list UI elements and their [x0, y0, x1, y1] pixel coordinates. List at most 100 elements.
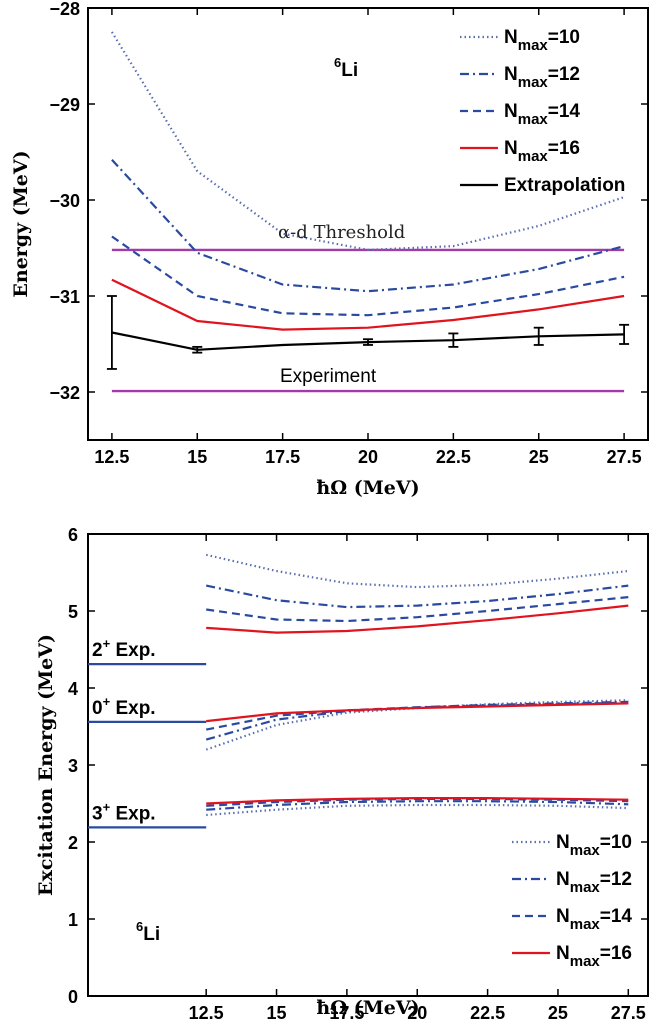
top-x-tick-label-1: 15: [187, 447, 207, 467]
legend-label-tail-bottom-3: =16: [600, 943, 632, 964]
bottom-y-tick-label-2: 2: [68, 833, 78, 853]
bottom-y-tick-label-3: 3: [68, 756, 78, 776]
legend-label-tail-bottom-1: =12: [600, 869, 632, 890]
experiment-label: Experiment: [280, 366, 377, 387]
legend-label-tail-top-1: =12: [548, 64, 580, 85]
bottom-series-0-state3: [206, 803, 629, 817]
top-nucleus-sup: 6: [334, 55, 341, 70]
bottom-x-tick-label-6: 27.5: [611, 1003, 646, 1020]
exp-level-state-1: 0: [92, 698, 103, 719]
top-y-tick-label-2: −30: [49, 191, 80, 211]
top-series-3: [111, 278, 625, 331]
legend-label-sub-top-1: max: [518, 74, 549, 91]
bottom-series-1-state3: [206, 800, 629, 811]
legend-label-main-bottom-2: N: [556, 906, 570, 927]
legend-label-sub-bottom-2: max: [570, 916, 601, 933]
legend-label-main-bottom-0: N: [556, 832, 570, 853]
legend-label-top-1: Nmax=12: [504, 64, 580, 91]
exp-level-text-0: Exp.: [110, 640, 155, 661]
top-x-tick-label-2: 17.5: [265, 447, 300, 467]
bottom-y-tick-label-0: 0: [68, 987, 78, 1007]
exp-level-state-2: 3: [92, 803, 103, 824]
legend-label-main-top-4: Extrapolation: [504, 175, 625, 196]
legend-label-sub-bottom-3: max: [570, 953, 601, 970]
exp-level-parity-0: +: [103, 636, 111, 651]
legend-label-sub-top-2: max: [518, 111, 549, 128]
top-panel: 12.5 15 17.5 20 22.5 25 27.5 −28 −29 −30 −31 −32 ħΩ…: [10, 0, 649, 499]
bottom-x-tick-label-5: 25: [548, 1003, 568, 1020]
bottom-series-2-state0: [205, 701, 629, 731]
bottom-nucleus-sup: 6: [136, 919, 143, 934]
legend-label-sub-bottom-0: max: [570, 842, 601, 859]
legend-label-main-top-1: N: [504, 64, 518, 85]
bottom-y-tick-label-4: 4: [68, 679, 78, 699]
exp-level-text-2: Exp.: [110, 803, 155, 824]
exp-level-label-1: 0+ Exp.: [92, 694, 156, 719]
top-x-axis-label: ħΩ (MeV): [316, 477, 419, 499]
top-x-tick-label-4: 22.5: [436, 447, 471, 467]
top-nucleus-main: Li: [341, 60, 358, 81]
bottom-series-2-state2: [206, 596, 629, 623]
legend-label-top-3: Nmax=16: [504, 138, 580, 165]
legend-label-main-top-3: N: [504, 138, 518, 159]
bottom-x-tick-label-4: 22.5: [470, 1003, 505, 1020]
legend-label-bottom-0: Nmax=10: [556, 832, 632, 859]
top-y-axis-label: Energy (MeV): [10, 150, 32, 297]
bottom-series-1-state2: [205, 584, 629, 609]
legend-label-tail-top-3: =16: [548, 138, 580, 159]
legend-label-sub-top-0: max: [518, 37, 549, 54]
exp-level-parity-1: +: [103, 694, 111, 709]
top-x-tick-label-6: 27.5: [607, 447, 642, 467]
legend-label-bottom-2: Nmax=14: [556, 906, 632, 933]
legend-label-sub-top-3: max: [518, 148, 549, 165]
bottom-x-tick-label-3: 20: [407, 1003, 427, 1020]
bottom-x-axis-label: ħΩ (MeV): [316, 997, 419, 1019]
top-nucleus-label: 6Li: [334, 55, 358, 81]
legend-label-main-top-2: N: [504, 101, 518, 122]
bottom-y-axis-label: Excitation Energy (MeV): [35, 634, 57, 896]
legend-label-bottom-3: Nmax=16: [556, 943, 632, 970]
bottom-series-3-state2: [206, 604, 629, 634]
legend-label-main-bottom-3: N: [556, 943, 570, 964]
top-y-tick-label-4: −32: [49, 383, 80, 403]
legend-label-main-top-0: N: [504, 27, 518, 48]
legend-label-bottom-1: Nmax=12: [556, 869, 632, 896]
bottom-series-0-state2: [205, 553, 629, 589]
top-x-tick-label-0: 12.5: [94, 447, 129, 467]
legend-label-tail-bottom-2: =14: [600, 906, 633, 927]
top-series-2: [111, 235, 625, 317]
legend-label-tail-top-0: =10: [548, 27, 580, 48]
bottom-x-tick-label-2: 17.5: [329, 1003, 364, 1020]
exp-level-state-0: 2: [92, 640, 103, 661]
bottom-y-tick-label-1: 1: [68, 910, 78, 930]
exp-level-label-2: 3+ Exp.: [92, 799, 156, 824]
top-x-tick-label-5: 25: [529, 447, 549, 467]
top-legend: Nmax=10Nmax=12Nmax=14Nmax=16Extrapolatio…: [460, 27, 625, 196]
legend-label-top-4: Extrapolation: [504, 175, 625, 196]
bottom-nucleus-main: Li: [143, 924, 160, 945]
top-series-1: [111, 158, 625, 293]
top-y-tick-label-0: −28: [49, 0, 80, 19]
bottom-series-3-state0: [206, 702, 629, 723]
exp-level-parity-2: +: [103, 799, 111, 814]
legend-label-top-2: Nmax=14: [504, 101, 580, 128]
bottom-y-tick-label-5: 5: [68, 602, 78, 622]
bottom-y-tick-label-6: 6: [68, 525, 78, 545]
top-series-0: [110, 31, 625, 252]
legend-label-main-bottom-1: N: [556, 869, 570, 890]
legend-label-top-0: Nmax=10: [504, 27, 580, 54]
legend-label-sub-bottom-1: max: [570, 879, 601, 896]
bottom-series-3-state3: [206, 796, 629, 805]
alpha-d-threshold-label: α-d Threshold: [278, 222, 405, 243]
exp-level-text-1: Exp.: [110, 698, 155, 719]
bottom-nucleus-label: 6Li: [136, 919, 160, 945]
top-x-tick-label-3: 20: [358, 447, 378, 467]
exp-level-label-0: 2+ Exp.: [92, 636, 156, 661]
bottom-x-tick-label-1: 15: [267, 1003, 287, 1020]
top-y-tick-label-3: −31: [49, 287, 80, 307]
top-y-tick-label-1: −29: [49, 95, 80, 115]
legend-label-tail-bottom-0: =10: [600, 832, 632, 853]
